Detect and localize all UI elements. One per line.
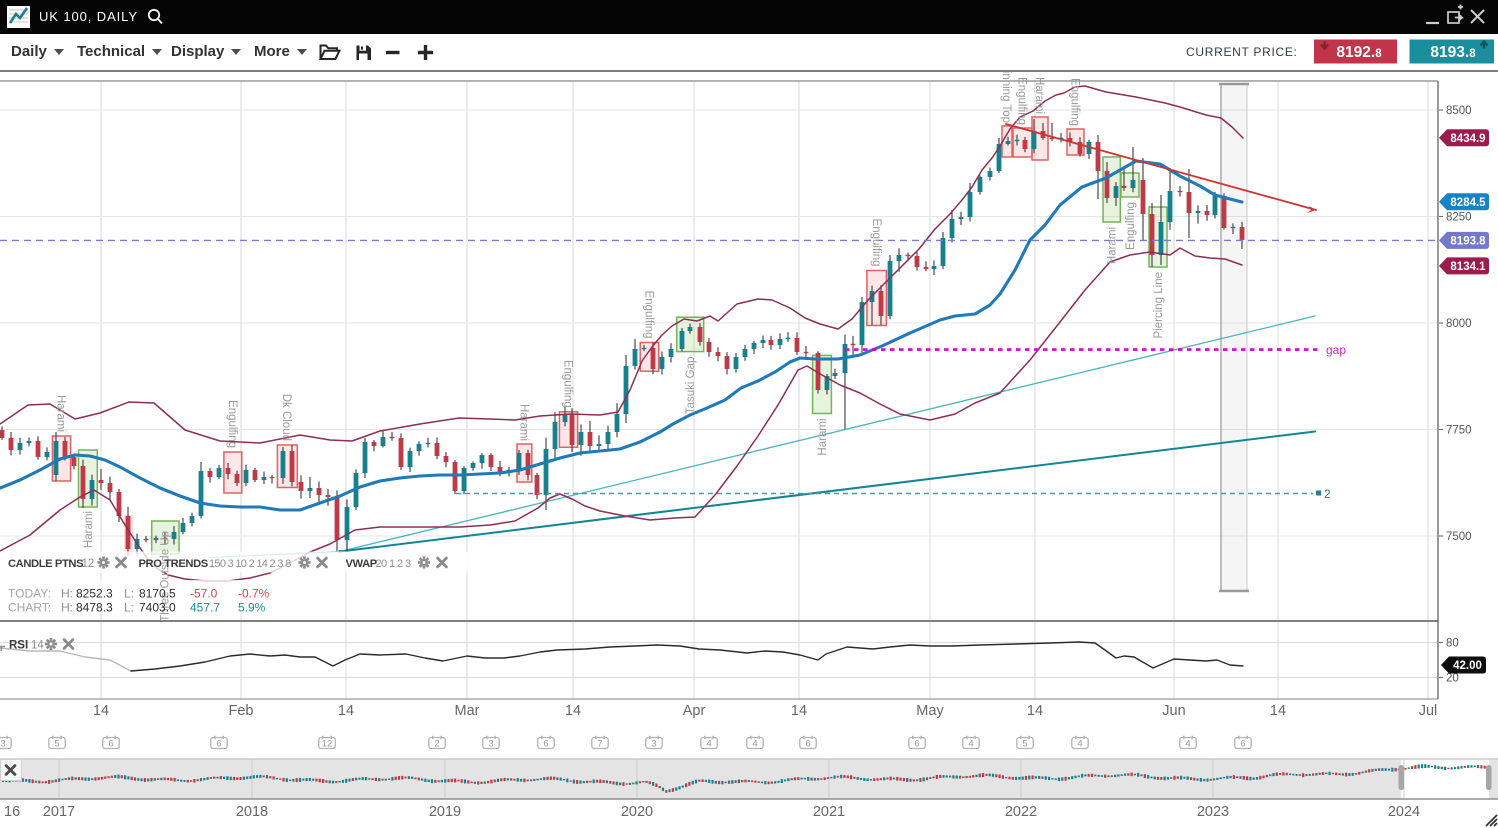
svg-text:2018: 2018 — [236, 804, 268, 820]
svg-text:16: 16 — [4, 804, 20, 820]
svg-text:2019: 2019 — [429, 804, 461, 820]
svg-text:Feb: Feb — [229, 703, 254, 719]
svg-text:Engulfing: Engulfing — [562, 360, 574, 408]
svg-text:Harami: Harami — [55, 395, 67, 432]
svg-text:8193.8: 8193.8 — [1450, 235, 1486, 247]
svg-text:14: 14 — [93, 703, 109, 719]
svg-text:7403.0: 7403.0 — [139, 601, 176, 615]
svg-text:gap: gap — [1326, 343, 1346, 357]
svg-text:8000: 8000 — [1446, 318, 1472, 330]
svg-text:8134.1: 8134.1 — [1450, 261, 1486, 273]
svg-text:Spinning Top: Spinning Top — [1000, 72, 1012, 123]
svg-text:4: 4 — [752, 739, 757, 750]
svg-text:Engulfing: Engulfing — [1016, 77, 1028, 125]
svg-text:14: 14 — [1027, 703, 1043, 719]
svg-text:14: 14 — [1270, 703, 1286, 719]
svg-text:Harami: Harami — [83, 511, 95, 548]
svg-text:150 3 10 2 14 2 3 8: 150 3 10 2 14 2 3 8 — [209, 558, 291, 570]
svg-text:4: 4 — [968, 739, 973, 750]
svg-text:8284.5: 8284.5 — [1450, 197, 1486, 209]
svg-text:Apr: Apr — [683, 703, 706, 719]
svg-text:8250: 8250 — [1446, 212, 1472, 224]
svg-text:5: 5 — [54, 739, 59, 750]
svg-text:457.7: 457.7 — [190, 601, 220, 615]
svg-text:42.00: 42.00 — [1453, 660, 1482, 672]
svg-text:-57.0: -57.0 — [190, 587, 218, 601]
svg-text:Tasuki Gap: Tasuki Gap — [685, 357, 697, 415]
svg-text:Engulfing: Engulfing — [1069, 78, 1081, 126]
svg-text:12: 12 — [322, 739, 333, 750]
svg-text:2022: 2022 — [1005, 804, 1037, 820]
svg-text:Dk Cloud: Dk Cloud — [280, 394, 292, 441]
svg-text:14: 14 — [565, 703, 581, 719]
svg-text:2020: 2020 — [621, 804, 653, 820]
svg-text:2021: 2021 — [813, 804, 845, 820]
svg-text:May: May — [916, 703, 944, 719]
svg-text:14: 14 — [791, 703, 807, 719]
svg-text:5: 5 — [1022, 739, 1027, 750]
svg-text:L:: L: — [124, 601, 134, 615]
svg-text:2: 2 — [434, 739, 439, 750]
svg-text:8500: 8500 — [1446, 105, 1472, 117]
svg-text:20: 20 — [1446, 673, 1459, 685]
svg-text:Harami: Harami — [1106, 227, 1118, 264]
svg-text:12: 12 — [82, 558, 95, 570]
svg-text:6: 6 — [1240, 739, 1245, 750]
svg-text:8192.8: 8192.8 — [1336, 44, 1382, 61]
svg-text:RSI: RSI — [9, 640, 28, 652]
svg-text:6: 6 — [543, 739, 548, 750]
svg-text:H:: H: — [61, 601, 73, 615]
svg-text:TODAY:: TODAY: — [8, 587, 51, 601]
svg-text:80: 80 — [1446, 638, 1459, 650]
svg-text:6: 6 — [108, 739, 113, 750]
svg-text:Engulfing: Engulfing — [643, 291, 655, 339]
svg-text:L:: L: — [124, 587, 134, 601]
svg-text:8478.3: 8478.3 — [76, 601, 113, 615]
svg-text:CHART:: CHART: — [8, 601, 51, 615]
svg-text:Harami: Harami — [817, 419, 829, 456]
svg-text:Engulfing: Engulfing — [226, 400, 238, 448]
svg-text:3: 3 — [651, 739, 656, 750]
svg-text:4: 4 — [1185, 739, 1190, 750]
svg-text:7750: 7750 — [1446, 425, 1472, 437]
svg-text:6: 6 — [216, 739, 221, 750]
svg-text:8434.9: 8434.9 — [1450, 133, 1485, 145]
svg-text:2017: 2017 — [43, 804, 75, 820]
svg-text:7500: 7500 — [1446, 531, 1472, 543]
svg-text:Harami: Harami — [518, 404, 530, 441]
svg-text:3: 3 — [488, 739, 493, 750]
svg-text:2: 2 — [1324, 487, 1331, 501]
svg-text:8170.5: 8170.5 — [139, 587, 176, 601]
svg-text:8252.3: 8252.3 — [76, 587, 113, 601]
svg-text:Engulfing: Engulfing — [1125, 202, 1137, 250]
svg-text:Harami: Harami — [1033, 77, 1045, 114]
svg-text:14: 14 — [338, 703, 354, 719]
svg-text:4: 4 — [706, 739, 711, 750]
svg-text:6: 6 — [914, 739, 919, 750]
svg-text:20 1 2 3: 20 1 2 3 — [376, 558, 411, 570]
svg-text:Engulfing: Engulfing — [870, 219, 882, 267]
svg-text:Three Outside Up: Three Outside Up — [159, 531, 171, 622]
svg-text:14: 14 — [31, 640, 44, 652]
svg-text:-0.7%: -0.7% — [238, 587, 270, 601]
svg-text:Jun: Jun — [1162, 703, 1185, 719]
svg-text:3: 3 — [0, 739, 5, 750]
svg-text:H:: H: — [61, 587, 73, 601]
svg-text:Mar: Mar — [455, 703, 480, 719]
svg-text:5.9%: 5.9% — [238, 601, 266, 615]
svg-text:PRO TRENDS: PRO TRENDS — [139, 558, 209, 570]
svg-text:8193.8: 8193.8 — [1430, 44, 1476, 61]
svg-text:Jul: Jul — [1419, 703, 1438, 719]
svg-text:6: 6 — [805, 739, 810, 750]
svg-text:CANDLE PTNS: CANDLE PTNS — [8, 558, 84, 570]
svg-text:4: 4 — [1077, 739, 1082, 750]
svg-text:VWAP: VWAP — [346, 558, 378, 570]
svg-text:2023: 2023 — [1197, 804, 1229, 820]
svg-text:2024: 2024 — [1388, 804, 1420, 820]
svg-text:Piercing Line: Piercing Line — [1153, 272, 1165, 338]
svg-text:7: 7 — [597, 739, 602, 750]
